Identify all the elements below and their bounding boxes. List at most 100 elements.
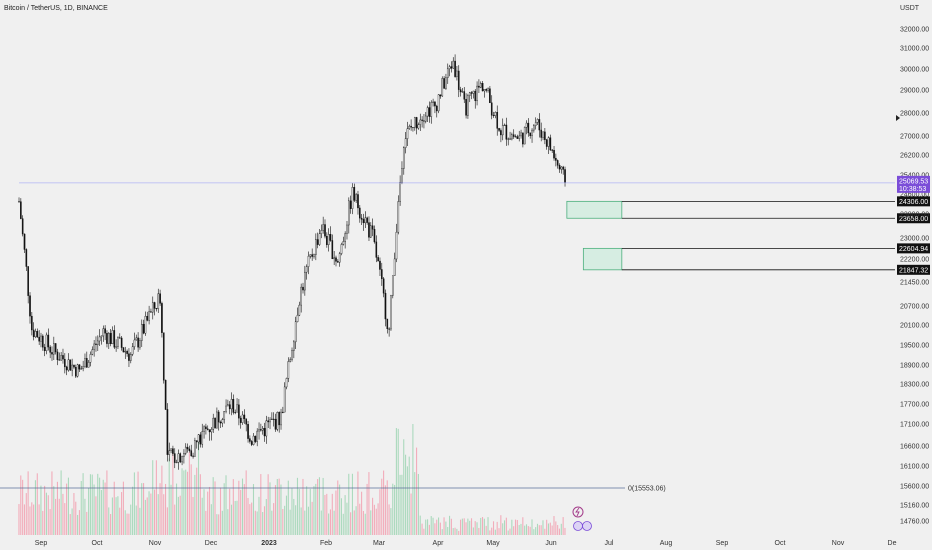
- candle-body: [170, 449, 171, 451]
- candle-body: [156, 308, 157, 309]
- candle-body: [88, 362, 89, 367]
- volume-bar: [42, 511, 43, 535]
- volume-bar: [464, 518, 465, 535]
- volume-bar: [398, 429, 399, 535]
- volume-bar: [196, 468, 197, 535]
- volume-bar: [46, 493, 47, 535]
- candle-body: [530, 133, 531, 136]
- candle-body: [94, 344, 95, 350]
- candle-body: [103, 329, 104, 336]
- volume-bar: [559, 529, 560, 535]
- candle-body: [531, 130, 532, 136]
- volume-bar: [326, 494, 327, 535]
- volume-bar: [75, 502, 76, 535]
- volume-bar: [132, 487, 133, 535]
- volume-bar: [467, 519, 468, 535]
- volume-bar: [266, 499, 267, 535]
- candle-body: [460, 90, 461, 92]
- volume-bar: [337, 480, 338, 535]
- candle-body: [154, 302, 155, 308]
- event-icon-2[interactable]: [583, 522, 592, 531]
- volume-bar: [407, 466, 408, 535]
- volume-bar: [110, 514, 111, 535]
- volume-bar: [482, 517, 483, 535]
- volume-bar: [445, 522, 446, 535]
- candle-body: [216, 412, 217, 428]
- candle-body: [449, 67, 450, 69]
- candle-body: [288, 361, 289, 378]
- candle-body: [200, 435, 201, 444]
- candle-body: [48, 335, 49, 347]
- candle-body: [321, 230, 322, 233]
- candle-body: [66, 367, 67, 370]
- volume-bar: [29, 506, 30, 535]
- price-tick-label: 18900.00: [900, 363, 929, 370]
- volume-bar: [301, 507, 302, 535]
- time-tick-label: Sep: [35, 540, 48, 547]
- candle-body: [476, 86, 477, 101]
- price-tick-label: 22200.00: [900, 257, 929, 264]
- candle-body: [145, 316, 146, 333]
- candle-body: [62, 355, 63, 359]
- candle-body: [385, 293, 386, 319]
- candle-body: [189, 449, 190, 451]
- volume-bar: [123, 482, 124, 535]
- candle-body: [181, 456, 182, 461]
- volume-bar: [372, 498, 373, 535]
- volume-bar: [165, 484, 166, 535]
- candle-body: [304, 272, 305, 290]
- candle-body: [368, 223, 369, 238]
- candle-body: [222, 420, 223, 423]
- volume-bar: [304, 511, 305, 535]
- candle-body: [400, 182, 401, 201]
- volume-bar: [367, 484, 368, 535]
- volume-bar: [312, 502, 313, 535]
- candle-body: [475, 91, 476, 101]
- candle-body: [291, 351, 292, 360]
- volume-bar: [288, 481, 289, 535]
- candle-body: [209, 430, 210, 432]
- candle-body: [149, 312, 150, 321]
- volume-bar: [335, 490, 336, 535]
- volume-bar: [33, 505, 34, 535]
- volume-bar: [451, 519, 452, 535]
- candle-body: [497, 112, 498, 128]
- volume-bar: [392, 484, 393, 535]
- candle-body: [412, 127, 413, 128]
- candle-body: [416, 117, 417, 128]
- candle-body: [467, 96, 468, 116]
- volume-bar: [409, 457, 410, 535]
- volume-bar: [564, 528, 565, 535]
- candle-body: [427, 108, 428, 116]
- time-tick-label: Mar: [373, 540, 386, 547]
- candle-body: [163, 333, 164, 380]
- volume-bar: [555, 521, 556, 535]
- event-icon-1[interactable]: [574, 522, 583, 531]
- volume-bar: [561, 524, 562, 535]
- volume-bar: [508, 530, 509, 535]
- volume-bar: [257, 511, 258, 535]
- volume-bar: [134, 472, 135, 535]
- volume-bar: [44, 486, 45, 535]
- volume-bar: [172, 448, 173, 535]
- volume-bar: [517, 520, 518, 535]
- zone-rectangle[interactable]: [583, 248, 621, 269]
- volume-bar: [453, 528, 454, 535]
- volume-bar: [224, 483, 225, 535]
- price-tick-label: 30000.00: [900, 67, 929, 74]
- volume-bar: [365, 514, 366, 535]
- volume-bar: [315, 484, 316, 535]
- volume-bar: [345, 495, 346, 535]
- time-tick-label: De: [888, 540, 897, 547]
- candle-body: [101, 336, 102, 337]
- level-value: 21847.32: [899, 267, 928, 274]
- candle-body: [35, 331, 36, 337]
- zone-rectangle[interactable]: [567, 201, 622, 218]
- volume-bar: [299, 489, 300, 535]
- candle-body: [445, 78, 446, 89]
- volume-bar: [112, 497, 113, 535]
- candle-body: [367, 218, 368, 223]
- candle-body: [127, 351, 128, 354]
- volume-bar: [475, 521, 476, 535]
